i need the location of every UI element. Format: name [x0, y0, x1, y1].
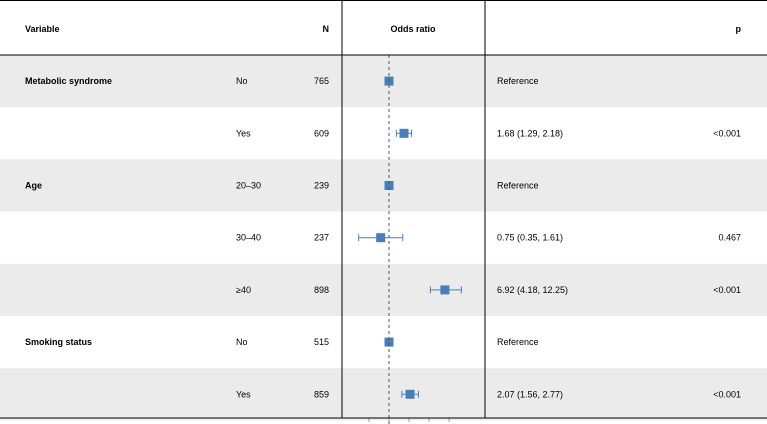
header-odds-ratio: Odds ratio — [390, 24, 436, 34]
row-shading — [0, 55, 767, 421]
or-point — [384, 181, 394, 190]
or-point — [405, 389, 415, 399]
n-value: 609 — [314, 128, 329, 138]
variable-label: Metabolic syndrome — [25, 76, 112, 86]
row-shade — [0, 263, 767, 316]
level-label: No — [236, 76, 248, 86]
estimate-text: 0.75 (0.35, 1.61) — [497, 233, 563, 243]
estimate-text: 2.07 (1.56, 2.77) — [497, 389, 563, 399]
variable-label: Smoking status — [25, 337, 92, 347]
or-point — [399, 128, 409, 138]
variable-label: Age — [25, 181, 42, 191]
n-value: 859 — [314, 389, 329, 399]
estimate-text: Reference — [497, 181, 539, 191]
estimate-text: Reference — [497, 337, 539, 347]
n-value: 515 — [314, 337, 329, 347]
level-label: 30–40 — [236, 233, 261, 243]
p-value: 0.467 — [718, 233, 741, 243]
n-value: 898 — [314, 285, 329, 295]
p-value: <0.001 — [713, 128, 741, 138]
level-label: ≥40 — [236, 285, 251, 295]
or-point — [440, 285, 450, 295]
level-label: No — [236, 337, 248, 347]
n-value: 239 — [314, 181, 329, 191]
or-point — [376, 233, 386, 243]
level-label: Yes — [236, 128, 251, 138]
or-point — [384, 337, 394, 347]
table-rows: Metabolic syndrome No 765 Reference Yes 609 1.… — [25, 76, 741, 399]
odds-ratio-marks — [358, 55, 462, 424]
p-value: <0.001 — [713, 285, 741, 295]
estimate-text: Reference — [497, 76, 539, 86]
header-p: p — [736, 24, 742, 34]
row-shade — [0, 159, 767, 212]
estimate-text: 1.68 (1.29, 2.18) — [497, 128, 563, 138]
header-n: N — [323, 24, 330, 34]
p-value: <0.001 — [713, 389, 741, 399]
level-label: 20–30 — [236, 181, 261, 191]
level-label: Yes — [236, 389, 251, 399]
estimate-text: 6.92 (4.18, 12.25) — [497, 285, 568, 295]
header-variable: Variable — [25, 24, 60, 34]
row-shade — [0, 55, 767, 108]
n-value: 237 — [314, 233, 329, 243]
row-shade — [0, 368, 767, 421]
n-value: 765 — [314, 76, 329, 86]
